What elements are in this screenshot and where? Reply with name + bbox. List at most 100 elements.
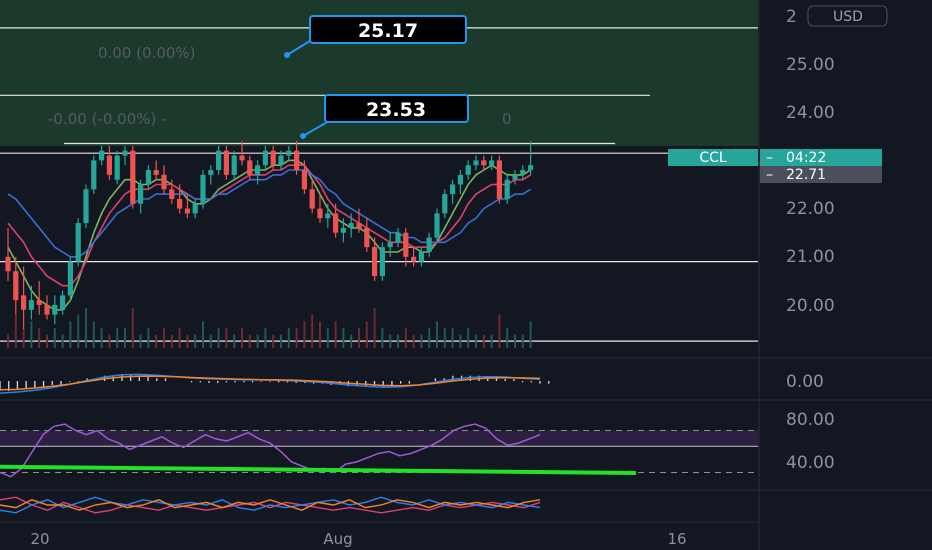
rsi-pane [0, 423, 758, 478]
candle-body [340, 227, 346, 233]
date-axis[interactable]: 20 Aug 16 [0, 521, 759, 548]
candle [294, 141, 300, 175]
volume-bar [280, 334, 282, 348]
candle [231, 150, 237, 180]
candle-body [200, 174, 206, 204]
candle-body [153, 170, 159, 175]
candle [177, 184, 183, 214]
oscillator-pane [0, 496, 541, 514]
candle [255, 160, 261, 185]
candle [36, 280, 42, 315]
volume-bar [381, 328, 384, 348]
volume-bar [147, 328, 150, 348]
countdown-dash: – [766, 150, 773, 166]
candle [403, 227, 409, 267]
volume-bar [498, 314, 501, 348]
candle-body [36, 300, 42, 305]
candle [21, 266, 27, 330]
oscillator-line-2 [0, 499, 541, 511]
candle [395, 227, 401, 248]
candle [247, 155, 253, 180]
volume-bar [506, 328, 509, 348]
candle-body [177, 198, 183, 209]
candle [465, 160, 471, 180]
candle [364, 218, 370, 252]
callout-lower-anchor[interactable] [300, 133, 306, 139]
candle [504, 174, 510, 204]
candle-body [294, 150, 300, 171]
rsi-trendline [0, 464, 637, 476]
volume-bar [170, 334, 173, 348]
candle-body [348, 223, 354, 228]
volume-bar [53, 328, 56, 348]
callout-lower-box[interactable] [324, 94, 469, 123]
moving-average-2 [7, 169, 532, 258]
volume-bar [248, 334, 251, 348]
candle [169, 179, 175, 204]
candle [286, 145, 292, 161]
currency-button[interactable] [807, 5, 888, 27]
last-price-label: 22.71 [786, 167, 826, 183]
candle-body [278, 155, 284, 166]
candle [184, 194, 190, 219]
price-tick-24: 24.00 [786, 103, 835, 123]
callout-lower[interactable]: 23.53 [300, 94, 469, 139]
candle-body [99, 150, 105, 161]
candle [83, 184, 89, 228]
candle [418, 247, 424, 267]
candle [356, 208, 362, 233]
rsi-band-fill [0, 430, 758, 447]
candle [270, 145, 276, 171]
callout-lower-label: 23.53 [366, 99, 426, 121]
volume-bar [482, 334, 485, 348]
candle-body [216, 150, 222, 171]
volume-bar [475, 334, 477, 348]
candle-body [231, 155, 237, 175]
price-axis[interactable]: 2 USD 25.00 24.00 22.00 21.00 20.00 0.00… [786, 5, 888, 473]
volume-bar [287, 328, 290, 348]
candle [434, 208, 440, 243]
candle [153, 160, 159, 180]
volume-bar [139, 334, 142, 348]
volume-bar [30, 321, 33, 348]
candle [481, 155, 487, 171]
candle-body [239, 155, 245, 161]
oscillator-line-1 [0, 496, 541, 514]
candles [5, 141, 534, 330]
volume-bar [350, 334, 353, 348]
candle-body [333, 213, 339, 233]
volume-bar [7, 334, 9, 348]
candle-body [138, 184, 144, 204]
candle [192, 198, 198, 219]
candle [122, 145, 128, 166]
candle [145, 165, 151, 190]
candle-body [106, 155, 112, 175]
candle [333, 203, 339, 238]
candle-body [44, 305, 50, 315]
callout-upper-anchor[interactable] [284, 52, 290, 58]
candle-body [145, 170, 151, 185]
volume-bar [241, 328, 243, 348]
volume-bar [225, 328, 228, 348]
symbol-badge[interactable] [668, 149, 758, 166]
volume-bar [514, 334, 516, 348]
symbol-price-badge[interactable]: CCL – 04:22 [668, 149, 882, 166]
callout-upper[interactable]: 25.17 [284, 15, 467, 58]
countdown-badge [760, 149, 882, 166]
volume-bar [131, 308, 134, 348]
candle-body [520, 170, 526, 175]
faint-label-change-2: -0.00 (-0.00%) - [48, 110, 167, 128]
candle-body [489, 160, 495, 166]
candle [450, 179, 456, 204]
volume-bar [319, 321, 321, 348]
candle-body [496, 160, 502, 199]
candle-body [161, 174, 167, 190]
candle [106, 145, 112, 180]
callout-upper-box[interactable] [309, 15, 467, 44]
candle [99, 145, 105, 166]
volume-bar [451, 328, 454, 348]
candle-body [411, 256, 417, 262]
volume-bar [233, 334, 236, 348]
candle-body [372, 247, 378, 277]
